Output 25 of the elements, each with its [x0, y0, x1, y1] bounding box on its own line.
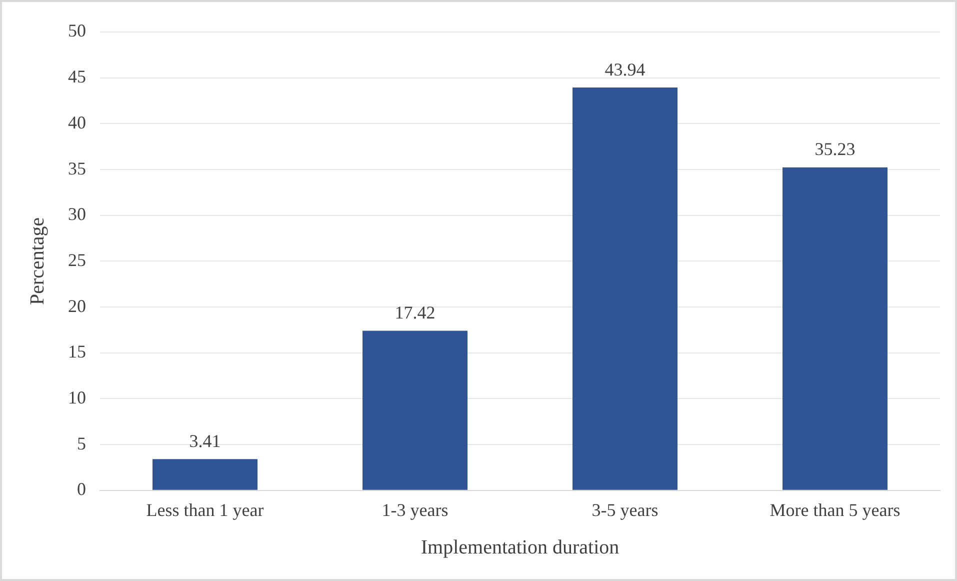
data-label: 3.41	[189, 430, 221, 451]
y-tick-label: 0	[77, 479, 86, 500]
y-tick-label: 40	[68, 112, 86, 132]
y-tick-label: 35	[68, 158, 86, 178]
bar	[152, 459, 258, 490]
y-tick-label: 30	[68, 204, 86, 224]
data-label: 43.94	[604, 59, 646, 80]
x-axis-title: Implementation duration	[420, 536, 620, 558]
x-tick-label: More than 5 years	[770, 500, 900, 520]
y-tick-label: 20	[68, 296, 86, 316]
y-tick-label: 25	[68, 250, 86, 270]
data-label: 35.23	[814, 139, 856, 160]
y-tick-label: 50	[68, 20, 86, 41]
bar	[362, 330, 468, 490]
bar	[572, 88, 678, 490]
y-tick-label: 10	[68, 387, 86, 408]
y-tick-label: 15	[68, 342, 86, 362]
x-tick-label: 1-3 years	[382, 500, 448, 520]
y-tick-label: 45	[68, 66, 86, 87]
bar	[782, 167, 888, 490]
data-label: 17.42	[394, 302, 436, 322]
x-tick-label: 3-5 years	[592, 500, 658, 520]
y-tick-label: 5	[77, 433, 86, 454]
x-tick-label: Less than 1 year	[146, 500, 264, 520]
y-axis-title: Percentage	[26, 217, 48, 306]
